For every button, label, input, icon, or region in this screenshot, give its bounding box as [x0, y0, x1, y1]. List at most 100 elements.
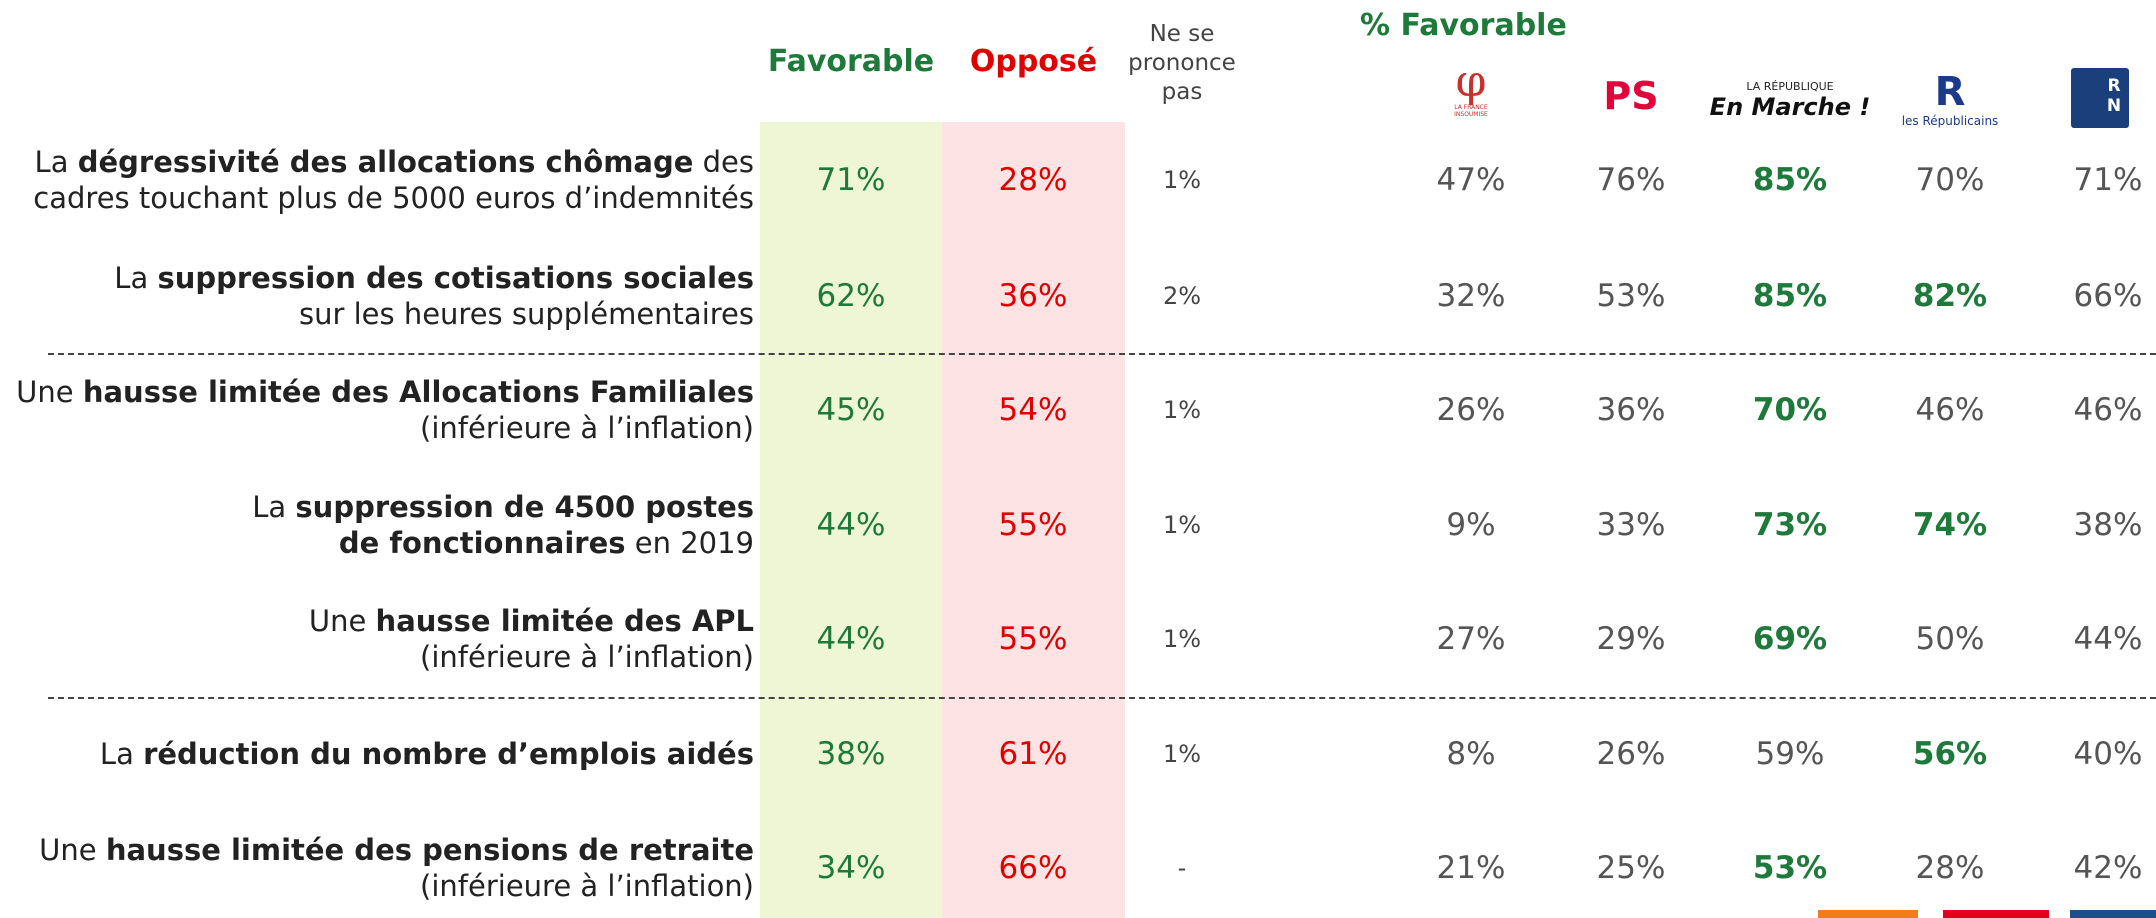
party-value: 36%	[1596, 392, 1666, 428]
party-value: 56%	[1912, 736, 1988, 772]
label-line: Une hausse limitée des Allocations Famil…	[16, 374, 754, 410]
logo-caption: LA RÉPUBLIQUE	[1746, 80, 1834, 93]
party-value: 85%	[1752, 162, 1828, 198]
logo-symbol: En Marche !	[1709, 93, 1871, 121]
label-line: sur les heures supplémentaires	[114, 296, 754, 332]
logo-symbol: φ	[1455, 56, 1487, 107]
favorable-value: 45%	[816, 392, 886, 428]
logo-caption: les Républicains	[1901, 114, 1999, 128]
party-value: 50%	[1915, 621, 1985, 657]
label-text: en 2019	[625, 526, 754, 560]
nsp-header: Ne se prononce pas	[1128, 21, 1236, 105]
party-value: 25%	[1596, 850, 1666, 886]
favorable-header: Favorable	[767, 44, 935, 79]
label-text: (inférieure à l’inflation)	[420, 869, 754, 903]
party-value: 28%	[1915, 850, 1985, 886]
corner-block	[1943, 910, 2049, 918]
party-value: 33%	[1596, 507, 1666, 543]
favorable-value: 34%	[816, 850, 886, 886]
oppose-header: Opposé	[969, 44, 1098, 79]
oppose-value: 61%	[998, 736, 1068, 772]
oppose-value: 28%	[998, 162, 1068, 198]
label-line: (inférieure à l’inflation)	[309, 639, 754, 675]
nsp-value: -	[1177, 854, 1187, 882]
label-text: La	[34, 145, 78, 179]
party-value: 66%	[2073, 278, 2143, 314]
logo-symbol: R	[1934, 69, 1966, 115]
party-value: 26%	[1596, 736, 1666, 772]
label-text: La	[252, 490, 296, 524]
label-bold: suppression des cotisations sociales	[157, 261, 754, 295]
label-line: (inférieure à l’inflation)	[16, 410, 754, 446]
party-value: 76%	[1596, 162, 1666, 198]
label-bold: suppression de 4500 postes	[295, 490, 754, 524]
party-value: 42%	[2073, 850, 2143, 886]
section-separator	[48, 696, 2156, 699]
party-value: 70%	[1915, 162, 1985, 198]
label-bold: hausse limitée des Allocations Familiale…	[82, 375, 754, 409]
label-bold: dégressivité des allocations chômage	[77, 145, 694, 179]
label-line: La dégressivité des allocations chômage …	[33, 144, 754, 180]
row-label: Une hausse limitée des APL (inférieure à …	[309, 603, 754, 675]
party-value: 53%	[1752, 850, 1828, 886]
label-line: La réduction du nombre d’emplois aidés	[100, 736, 754, 772]
oppose-column-bg	[942, 122, 1125, 918]
oppose-value: 55%	[998, 621, 1068, 657]
party-value: 44%	[2073, 621, 2143, 657]
oppose-value: 54%	[998, 392, 1068, 428]
row-label: Une hausse limitée des pensions de retra…	[39, 832, 754, 904]
party-value: 29%	[1596, 621, 1666, 657]
label-text: La	[114, 261, 158, 295]
party-value: 85%	[1752, 278, 1828, 314]
label-line: La suppression des cotisations sociales	[114, 260, 754, 296]
label-text: Une	[308, 604, 376, 638]
oppose-value: 36%	[998, 278, 1068, 314]
nsp-value: 1%	[1162, 396, 1202, 424]
label-text: La	[99, 737, 144, 771]
nsp-value: 1%	[1162, 740, 1202, 768]
logo-lr: R les Républicains	[1902, 70, 1999, 128]
nsp-value: 1%	[1162, 625, 1202, 653]
party-value: 40%	[2073, 736, 2143, 772]
label-bold: de fonctionnaires	[338, 526, 626, 560]
logo-symbol: PS	[1603, 74, 1659, 118]
favorable-value: 38%	[816, 736, 886, 772]
party-value: 21%	[1436, 850, 1506, 886]
oppose-value: 66%	[998, 850, 1068, 886]
row-label: La suppression de 4500 postes de fonction…	[252, 489, 754, 561]
favorable-value: 62%	[816, 278, 886, 314]
party-value: 26%	[1436, 392, 1506, 428]
party-value: 38%	[2073, 507, 2143, 543]
party-value: 46%	[2073, 392, 2143, 428]
row-label: Une hausse limitée des Allocations Famil…	[16, 374, 754, 446]
label-bold: hausse limitée des pensions de retraite	[105, 833, 754, 867]
oppose-value: 55%	[998, 507, 1068, 543]
logo-lfi: φ LA FRANCE INSOUMISE	[1449, 56, 1493, 119]
label-line: cadres touchant plus de 5000 euros d’ind…	[33, 180, 754, 216]
label-text: cadres touchant plus de 5000 euros d’ind…	[33, 181, 754, 215]
label-bold: hausse limitée des APL	[375, 604, 754, 638]
row-label: La suppression des cotisations sociales s…	[114, 260, 754, 332]
label-text: (inférieure à l’inflation)	[420, 640, 754, 674]
row-label: La réduction du nombre d’emplois aidés	[100, 736, 754, 772]
party-value: 74%	[1912, 507, 1988, 543]
party-value: 9%	[1446, 507, 1496, 543]
party-value: 27%	[1436, 621, 1506, 657]
party-value: 59%	[1755, 736, 1825, 772]
party-value: 47%	[1436, 162, 1506, 198]
label-line: Une hausse limitée des pensions de retra…	[39, 832, 754, 868]
nsp-value: 2%	[1162, 282, 1202, 310]
party-value: 46%	[1915, 392, 1985, 428]
party-value: 73%	[1752, 507, 1828, 543]
label-text: Une	[39, 833, 106, 867]
favorable-value: 44%	[816, 507, 886, 543]
logo-symbol: R N	[2106, 76, 2122, 116]
corner-block	[1818, 910, 1918, 918]
label-line: (inférieure à l’inflation)	[39, 868, 754, 904]
party-value: 53%	[1596, 278, 1666, 314]
favorable-column-bg	[760, 122, 942, 918]
party-value: 32%	[1436, 278, 1506, 314]
favorable-value: 44%	[816, 621, 886, 657]
label-text: (inférieure à l’inflation)	[420, 411, 754, 445]
